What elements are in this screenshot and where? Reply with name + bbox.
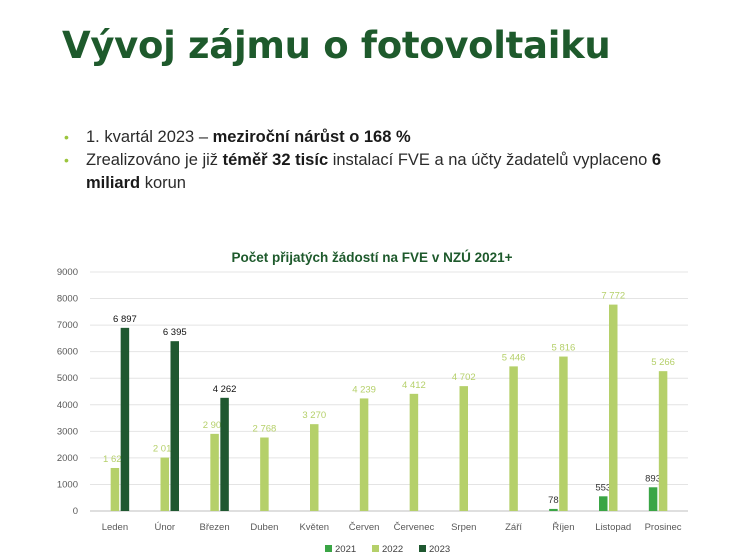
data-label: 2 012 bbox=[153, 444, 177, 455]
legend-label: 2021 bbox=[335, 544, 356, 555]
bar-2022-Únor bbox=[160, 457, 169, 511]
bullet-text: instalací FVE a na účty žadatelů vyplace… bbox=[328, 151, 652, 169]
legend-swatch-2022 bbox=[372, 545, 379, 552]
bar-2021-Prosinec bbox=[648, 487, 658, 511]
data-label: 553 bbox=[595, 482, 611, 493]
bullet-emphasis: 6 miliard bbox=[86, 151, 662, 192]
bar-2023-Březen bbox=[220, 397, 229, 511]
x-tick-label: Říjen bbox=[552, 522, 574, 533]
bar-2022-Duben bbox=[260, 437, 269, 511]
legend-label: 2022 bbox=[382, 544, 403, 555]
data-label: 4 239 bbox=[352, 384, 376, 395]
chart-title: Počet přijatých žádostí na FVE v NZÚ 202… bbox=[232, 250, 513, 265]
bar-2022-Červen bbox=[359, 398, 369, 511]
bar-2023-Únor bbox=[170, 341, 179, 511]
x-tick-label: Srpen bbox=[451, 522, 476, 533]
bullet-item: • Zrealizováno je již téměř 32 tisíc inst… bbox=[62, 149, 702, 195]
bar-2022-Červenec bbox=[409, 393, 419, 511]
data-label: 4 262 bbox=[213, 384, 237, 395]
data-label: 4 702 bbox=[452, 372, 476, 383]
y-tick-label: 5000 bbox=[57, 373, 78, 384]
data-label: 3 270 bbox=[302, 410, 326, 421]
x-tick-label: Duben bbox=[250, 522, 278, 533]
y-tick-label: 1000 bbox=[57, 479, 78, 490]
x-tick-label: Prosinec bbox=[645, 522, 682, 533]
x-tick-label: Červen bbox=[349, 522, 380, 533]
data-label: 7 772 bbox=[601, 291, 625, 302]
bar-2022-Srpen bbox=[459, 386, 468, 511]
bar-2021-Říjen bbox=[549, 508, 558, 511]
x-tick-label: Září bbox=[505, 522, 522, 533]
y-tick-label: 9000 bbox=[57, 267, 78, 278]
data-label: 78 bbox=[548, 495, 559, 506]
y-tick-label: 6000 bbox=[57, 347, 78, 358]
chart: Počet přijatých žádostí na FVE v NZÚ 202… bbox=[57, 250, 688, 555]
bar-2021-Listopad bbox=[599, 496, 608, 511]
bar-2022-Říjen bbox=[559, 356, 568, 511]
bar-2023-Leden bbox=[120, 327, 130, 511]
bar-2022-Listopad bbox=[609, 304, 618, 511]
bullet-emphasis: téměř 32 tisíc bbox=[222, 151, 329, 169]
bar-2022-Květen bbox=[310, 424, 319, 511]
legend-swatch-2021 bbox=[325, 545, 332, 552]
bullet-item: • 1. kvartál 2023 – meziroční nárůst o 16… bbox=[62, 126, 702, 149]
bullet-list: • 1. kvartál 2023 – meziroční nárůst o 16… bbox=[62, 126, 702, 195]
bar-2022-Prosinec bbox=[658, 371, 668, 511]
data-label: 2 905 bbox=[203, 420, 227, 431]
y-tick-label: 8000 bbox=[57, 294, 78, 305]
data-label: 1 620 bbox=[103, 454, 127, 465]
x-tick-label: Listopad bbox=[595, 522, 631, 533]
slide-title: Vývoj zájmu o fotovoltaiku bbox=[62, 24, 611, 67]
legend-label: 2023 bbox=[429, 544, 450, 555]
bar-2022-Září bbox=[509, 366, 518, 511]
data-label: 6 897 bbox=[113, 314, 137, 325]
x-tick-label: Leden bbox=[102, 522, 128, 533]
y-tick-label: 7000 bbox=[57, 320, 78, 331]
y-tick-label: 2000 bbox=[57, 453, 78, 464]
bullet-dot-icon: • bbox=[64, 129, 69, 145]
x-tick-label: Březen bbox=[200, 522, 230, 533]
x-tick-label: Únor bbox=[154, 522, 175, 533]
y-tick-label: 3000 bbox=[57, 426, 78, 437]
bullet-text: Zrealizováno je již bbox=[86, 151, 223, 169]
bar-2022-Leden bbox=[110, 467, 120, 511]
x-tick-label: Květen bbox=[299, 522, 329, 533]
data-label: 4 412 bbox=[402, 380, 426, 391]
bar-2022-Březen bbox=[210, 433, 219, 511]
y-tick-label: 0 bbox=[73, 506, 78, 517]
data-label: 5 816 bbox=[552, 343, 576, 354]
data-label: 2 768 bbox=[253, 423, 277, 434]
data-label: 5 266 bbox=[651, 357, 675, 368]
legend-swatch-2023 bbox=[419, 545, 426, 552]
data-label: 6 395 bbox=[163, 327, 187, 338]
bullet-dot-icon: • bbox=[64, 152, 69, 168]
bullet-emphasis: meziroční nárůst o 168 % bbox=[212, 128, 411, 146]
data-label: 893 bbox=[645, 473, 661, 484]
bullet-text: korun bbox=[140, 174, 186, 192]
bullet-text: 1. kvartál 2023 – bbox=[86, 128, 213, 146]
y-tick-label: 4000 bbox=[57, 400, 78, 411]
x-tick-label: Červenec bbox=[394, 522, 435, 533]
data-label: 5 446 bbox=[502, 352, 526, 363]
